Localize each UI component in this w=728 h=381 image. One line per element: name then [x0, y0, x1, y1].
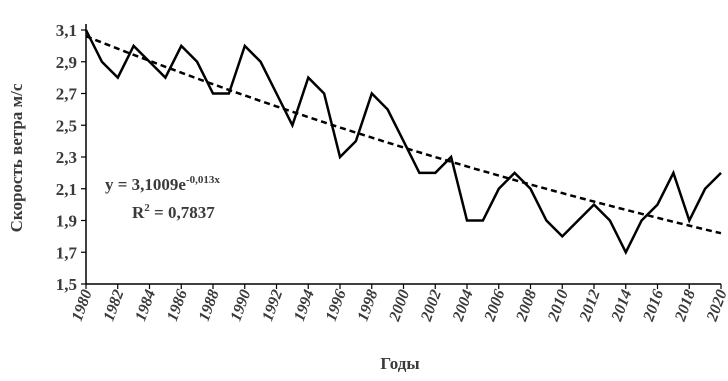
x-tick-label: 2016: [640, 288, 667, 325]
r-squared-sup: 2: [144, 202, 150, 214]
x-tick-labels: 1980 1982 1984 1986 1988 1990 1992 1994 1996 1998…: [69, 284, 728, 324]
x-tick-label: 1984: [132, 288, 159, 324]
trend-equation: y = 3,1009e-0,013x: [105, 174, 220, 194]
x-tick-label: 2002: [418, 288, 445, 325]
y-tick-label: 3,1: [56, 21, 77, 40]
r-squared-r: R: [132, 203, 145, 222]
x-tick-label: 1994: [291, 288, 318, 324]
y-tick-label: 2,1: [56, 180, 77, 199]
x-tick-label: 1986: [164, 288, 191, 324]
x-tick-label: 2018: [672, 288, 699, 325]
y-tick-label: 1,9: [56, 212, 77, 231]
x-tick-label: 2008: [513, 288, 540, 325]
x-tick-label: 1990: [228, 288, 255, 324]
y-tick-label: 2,5: [56, 116, 77, 135]
data-points: [85, 29, 722, 253]
x-tick-label: 2004: [449, 288, 476, 325]
axes: [85, 24, 721, 285]
trend-r-squared: R2 = 0,7837: [132, 202, 215, 222]
trend-equation-main: y = 3,1009e: [105, 175, 186, 194]
x-tick-label: 2006: [481, 288, 508, 325]
x-tick-label: 1998: [355, 288, 382, 324]
x-tick-label: 2000: [386, 288, 413, 325]
x-tick-label: 1992: [259, 288, 286, 324]
x-tick-label: 2012: [576, 288, 603, 325]
trend-equation-exponent: -0,013x: [186, 174, 220, 186]
y-axis-title: Скорость ветра м/с: [7, 83, 26, 232]
x-tick-label: 2014: [608, 288, 635, 325]
y-tick-labels: 1,5 1,7 1,9 2,1 2,3 2,5 2,7 2,9 3,1: [56, 21, 86, 294]
x-tick-label: 1988: [196, 288, 223, 324]
x-tick-label: 2020: [703, 288, 728, 325]
x-tick-label: 1982: [101, 288, 128, 324]
r-squared-value: = 0,7837: [150, 203, 215, 222]
x-tick-label: 2010: [545, 288, 572, 325]
y-tick-label: 1,7: [56, 243, 78, 262]
trend-line: [85, 35, 722, 235]
y-tick-label: 1,5: [56, 275, 77, 294]
y-tick-label: 2,3: [56, 148, 77, 167]
x-tick-label: 1996: [323, 288, 350, 324]
y-tick-label: 2,7: [56, 85, 78, 104]
y-tick-label: 2,9: [56, 53, 77, 72]
x-axis-title: Годы: [380, 354, 419, 373]
